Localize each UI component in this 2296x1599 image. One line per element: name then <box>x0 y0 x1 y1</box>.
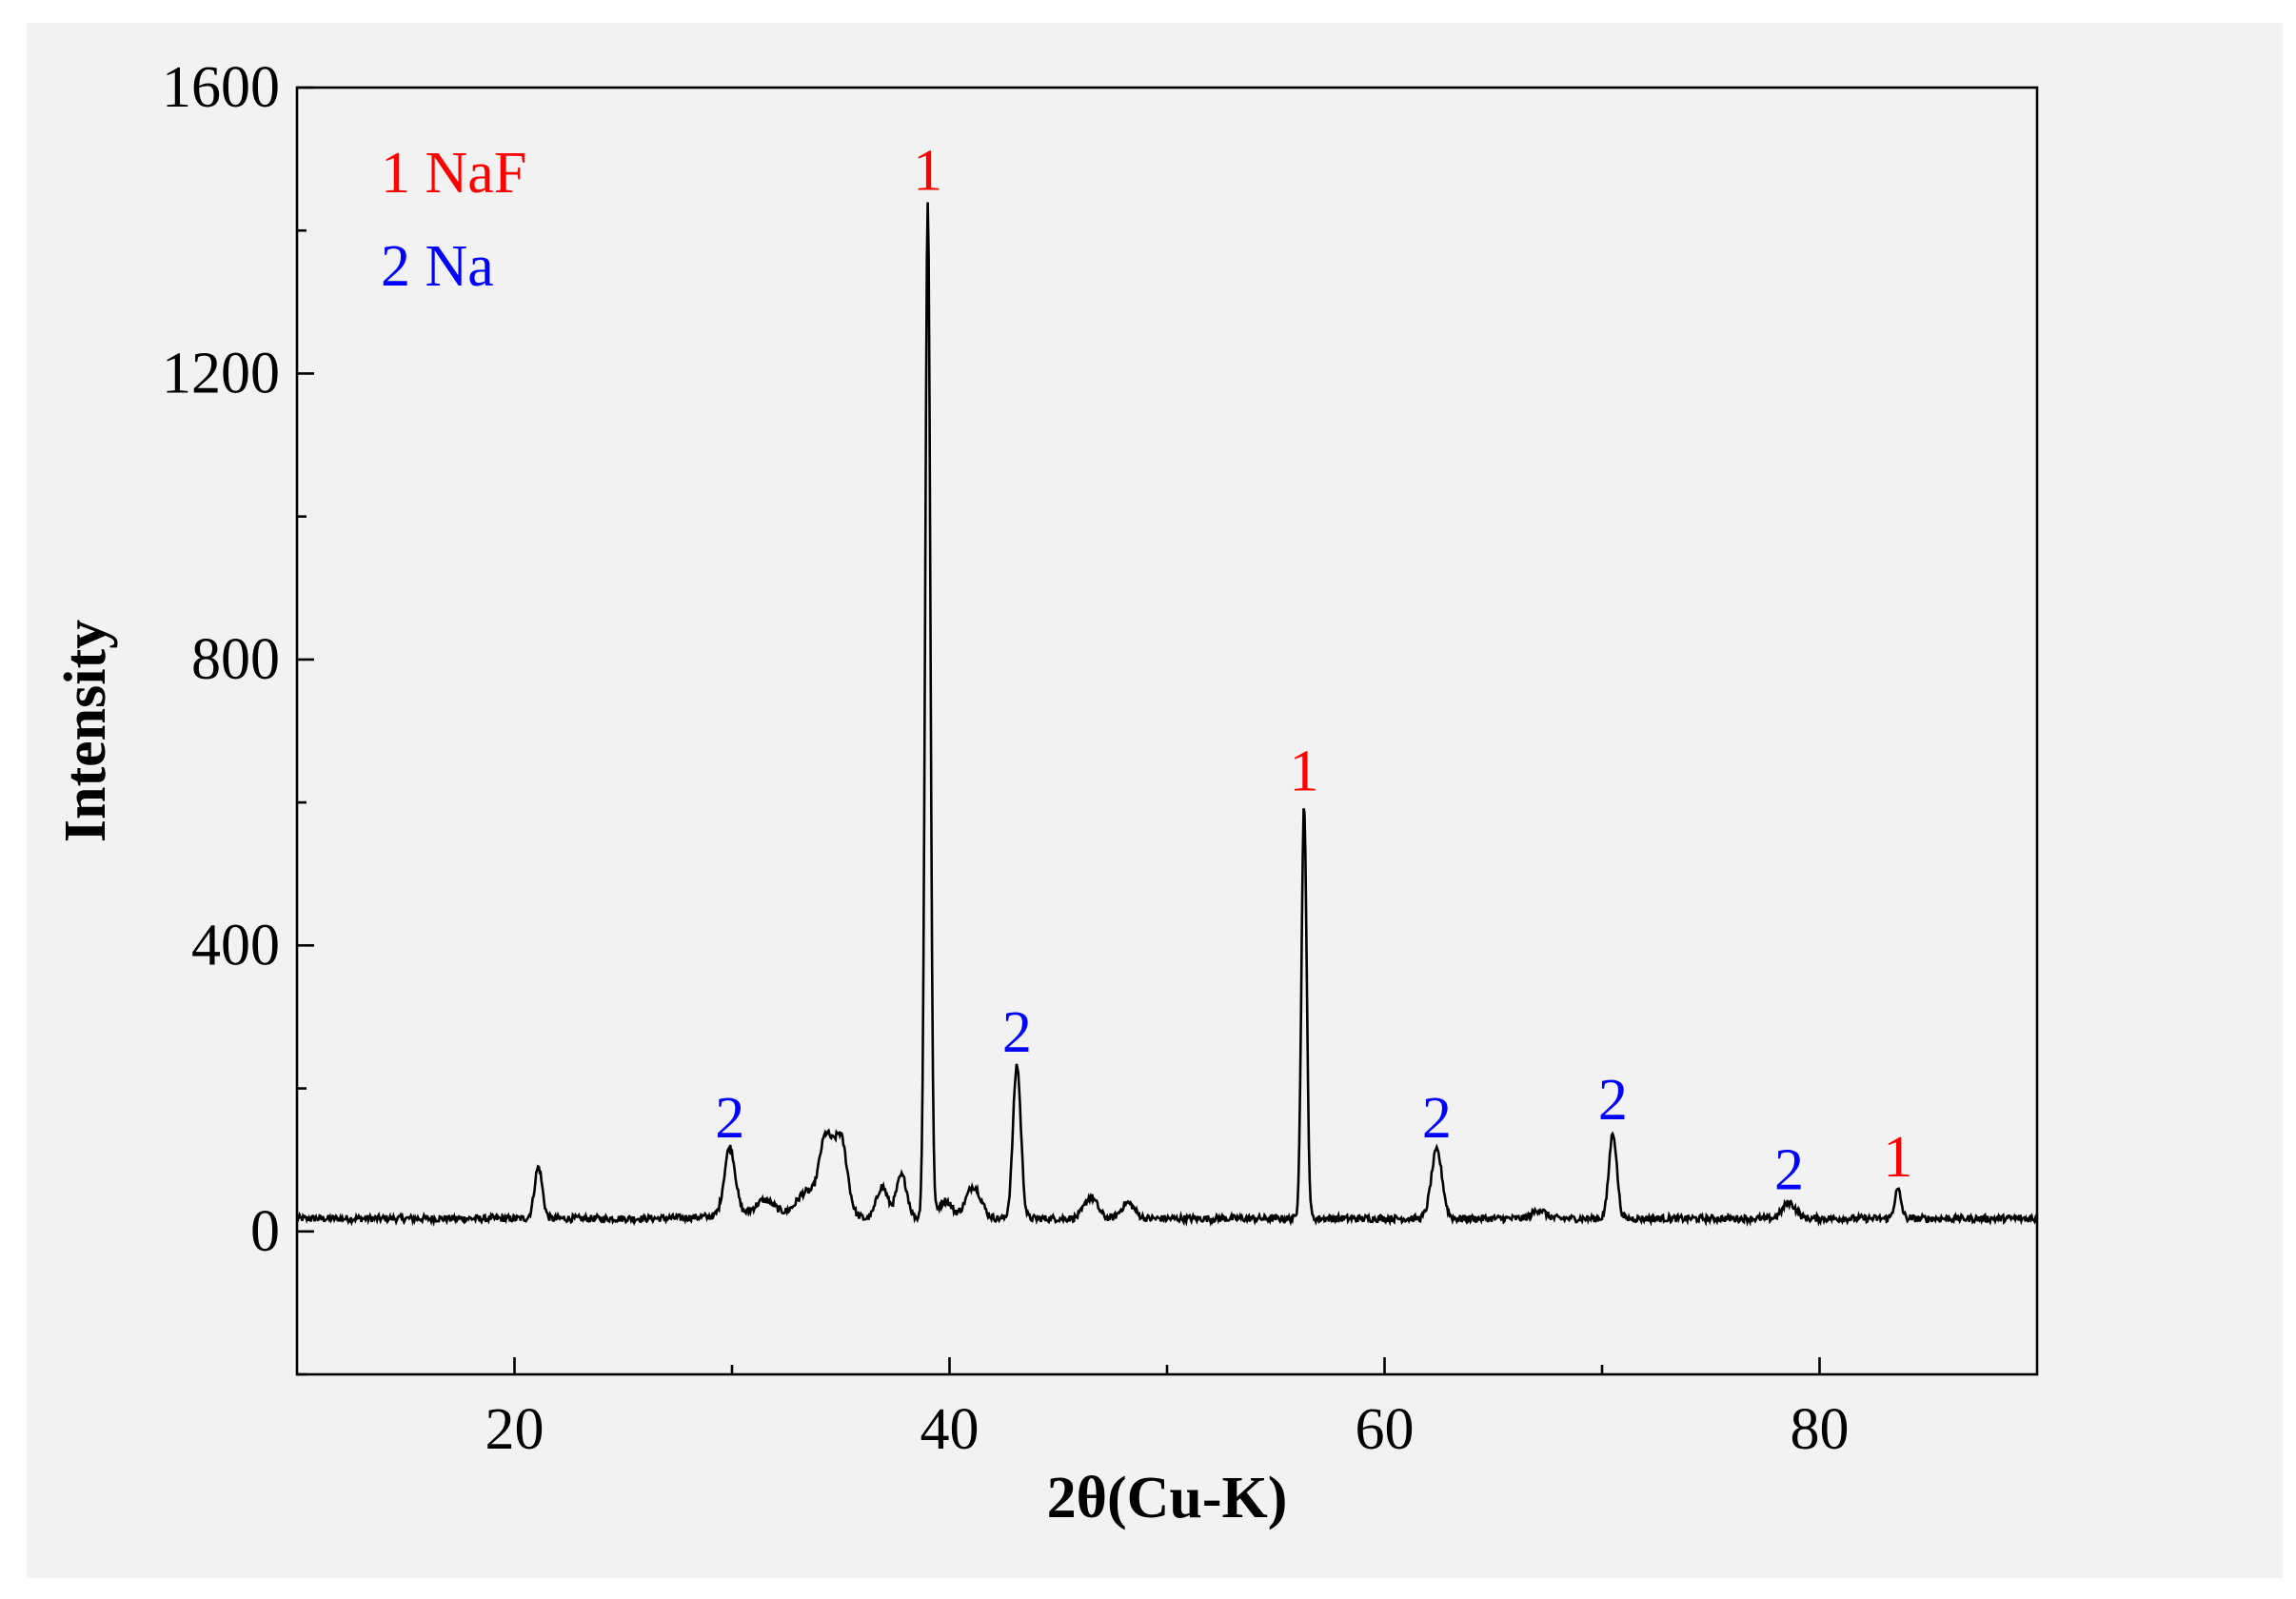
legend-entry: 2 Na <box>381 234 494 299</box>
y-tick-label: 400 <box>191 913 280 977</box>
x-tick-label: 80 <box>1791 1397 1850 1462</box>
y-tick-label: 800 <box>191 627 280 692</box>
xrd-pattern-line <box>295 202 2039 1228</box>
peak-label: 1 <box>1883 1125 1912 1190</box>
legend-entry: 1 NaF <box>381 141 526 206</box>
x-axis-title: 2θ(Cu-K) <box>1047 1466 1288 1530</box>
y-tick-label: 0 <box>250 1199 280 1264</box>
chart-panel <box>27 23 2283 1578</box>
x-tick-label: 40 <box>920 1397 980 1462</box>
peak-label: 2 <box>1002 1000 1032 1065</box>
y-tick-label: 1200 <box>162 341 280 405</box>
peak-label: 2 <box>1598 1068 1628 1133</box>
y-axis-title: Intensity <box>53 620 118 842</box>
x-tick-label: 20 <box>485 1397 544 1462</box>
peak-label: 2 <box>715 1086 744 1151</box>
peak-label: 1 <box>1289 740 1318 804</box>
peak-label: 2 <box>1422 1086 1452 1151</box>
peak-label: 2 <box>1774 1138 1804 1203</box>
peak-label: 1 <box>913 139 942 204</box>
y-tick-label: 1600 <box>162 55 280 120</box>
x-tick-label: 60 <box>1356 1397 1415 1462</box>
